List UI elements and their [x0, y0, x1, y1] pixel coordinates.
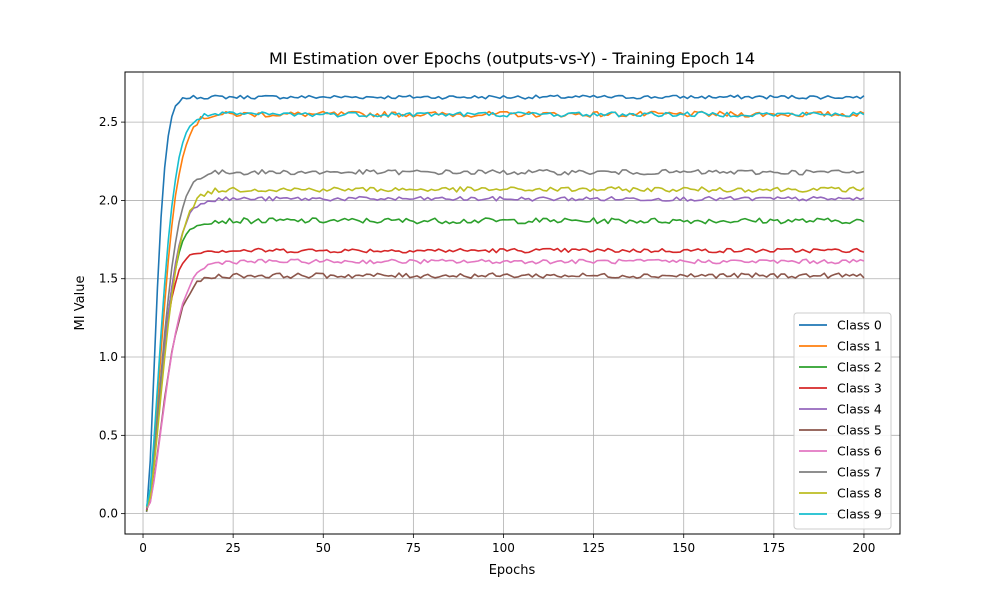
y-tick-label: 2.0 [99, 193, 118, 207]
y-tick-label: 0.5 [99, 428, 118, 442]
series-line-class-8 [145, 186, 865, 508]
legend-entry: Class 5 [837, 423, 882, 438]
legend-entry: Class 3 [837, 381, 882, 396]
series-line-class-2 [145, 217, 865, 511]
x-tick-label: 175 [762, 541, 785, 555]
legend-entry: Class 9 [837, 507, 882, 522]
x-tick-label: 150 [672, 541, 695, 555]
legend-entry: Class 1 [837, 339, 882, 354]
x-tick-label: 0 [139, 541, 147, 555]
x-tick-label: 25 [225, 541, 240, 555]
series-line-class-6 [145, 258, 865, 509]
plot-frame [124, 71, 901, 535]
x-tick-label: 50 [316, 541, 331, 555]
series-line-class-5 [145, 272, 865, 510]
legend: Class 0 Class 1 Class 2 Class 3 Class 4 Class… [793, 312, 892, 530]
series-line-class-0 [145, 94, 865, 513]
x-tick-label: 100 [492, 541, 515, 555]
series-line-class-9 [145, 111, 865, 507]
x-tick-label: 125 [582, 541, 605, 555]
axis-ticks: 0 25 50 75 100 125 150 175 200 0.0 0.5 1.0 1.5 2.0 2.5 [99, 115, 876, 555]
series-line-class-7 [145, 168, 865, 508]
legend-entry: Class 0 [837, 318, 882, 333]
series-line-class-4 [145, 195, 865, 510]
legend-entry: Class 6 [837, 444, 882, 459]
legend-entry: Class 4 [837, 402, 882, 417]
legend-entry: Class 7 [837, 465, 882, 480]
y-tick-label: 1.5 [99, 272, 118, 286]
y-axis-label: MI Value [73, 276, 88, 331]
x-tick-label: 200 [853, 541, 876, 555]
y-tick-label: 0.0 [99, 507, 118, 521]
grid-lines [125, 72, 900, 534]
y-tick-label: 1.0 [99, 350, 118, 364]
y-tick-label: 2.5 [99, 115, 118, 129]
x-tick-label: 75 [406, 541, 421, 555]
chart-title: MI Estimation over Epochs (outputs-vs-Y)… [269, 49, 755, 68]
series-line-class-3 [145, 247, 865, 511]
legend-entry: Class 8 [837, 486, 882, 501]
series-lines [145, 94, 865, 513]
x-axis-label: Epochs [489, 563, 536, 578]
legend-entry: Class 2 [837, 360, 882, 375]
